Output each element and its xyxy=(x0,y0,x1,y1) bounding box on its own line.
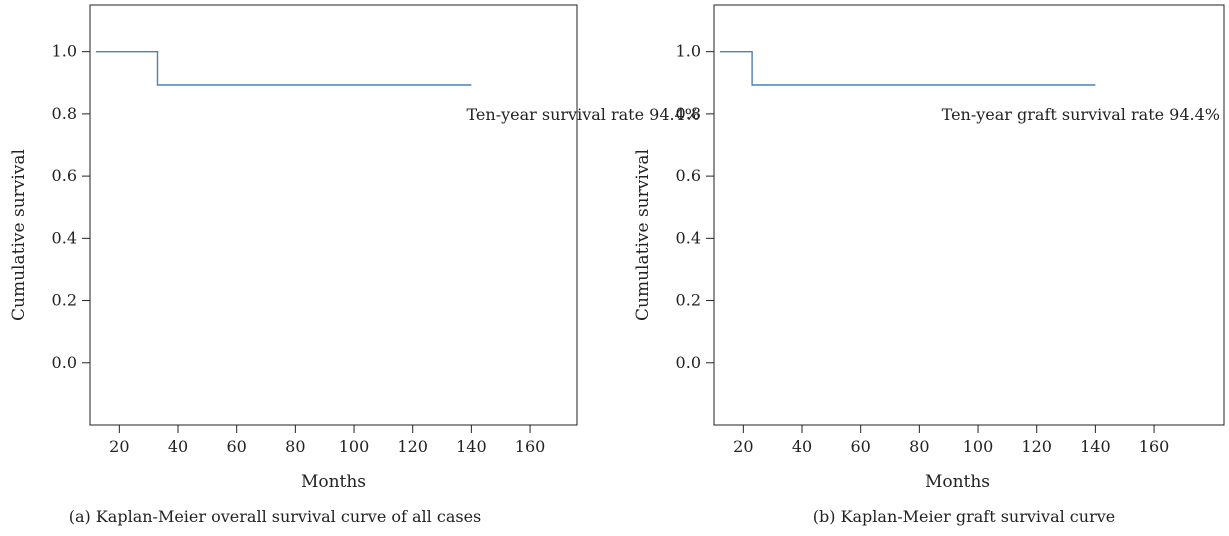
plot-frame xyxy=(713,4,1225,426)
y-tick-label: 0.4 xyxy=(52,228,77,247)
y-tick-label: 1.0 xyxy=(52,42,77,61)
survival-curve xyxy=(719,51,1096,86)
x-tick-label: 20 xyxy=(733,437,753,456)
x-axis-label: Months xyxy=(925,472,990,492)
y-tick-label: 0.4 xyxy=(676,228,701,247)
x-tick-label: 40 xyxy=(792,437,812,456)
x-tick-label: 100 xyxy=(963,437,994,456)
y-axis-label: Cumulative survival xyxy=(633,149,653,321)
x-tick-label: 140 xyxy=(456,437,487,456)
x-tick-label: 120 xyxy=(1021,437,1052,456)
y-tick-label: 0.6 xyxy=(52,166,77,185)
y-tick-label: 0.8 xyxy=(52,104,77,123)
x-axis-ticks: 20 40 60 80 100 120 140 160 xyxy=(733,425,1169,456)
panel-a: 20 40 60 80 100 120 140 160 0.00.20.40.60.81.0 … xyxy=(9,4,701,526)
panel-b: 20 40 60 80 100 120 140 160 0.00.20.40.60.81.0 … xyxy=(633,4,1225,526)
panel-caption: (a) Kaplan-Meier overall survival curve … xyxy=(69,507,482,526)
x-tick-label: 80 xyxy=(285,437,305,456)
x-tick-label: 60 xyxy=(851,437,871,456)
curve-annotation: Ten-year survival rate 94.4% xyxy=(467,105,701,124)
x-tick-label: 160 xyxy=(515,437,546,456)
survival-curve xyxy=(95,51,472,86)
x-tick-label: 160 xyxy=(1139,437,1170,456)
y-tick-label: 0.0 xyxy=(52,353,77,372)
x-tick-label: 60 xyxy=(227,437,247,456)
x-tick-label: 140 xyxy=(1080,437,1111,456)
y-tick-label: 0.2 xyxy=(676,291,701,310)
panel-caption: (b) Kaplan-Meier graft survival curve xyxy=(813,507,1115,526)
y-axis-label: Cumulative survival xyxy=(9,149,29,321)
x-axis-ticks: 20 40 60 80 100 120 140 160 xyxy=(109,425,545,456)
x-tick-label: 100 xyxy=(339,437,370,456)
y-axis-ticks: 0.0 0.2 0.4 0.6 0.8 1.0 xyxy=(52,42,90,372)
x-tick-label: 120 xyxy=(397,437,428,456)
x-tick-label: 40 xyxy=(168,437,188,456)
y-tick-label: 0.2 xyxy=(52,291,77,310)
y-tick-label: 0.6 xyxy=(676,166,701,185)
plot-frame xyxy=(89,4,578,426)
y-tick-label: 1.0 xyxy=(676,42,701,61)
x-tick-label: 20 xyxy=(109,437,129,456)
y-axis-ticks: 0.0 0.2 0.4 0.6 0.8 1.0 xyxy=(676,42,714,372)
x-tick-label: 80 xyxy=(909,437,929,456)
y-tick-label: 0.0 xyxy=(676,353,701,372)
curve-annotation: Ten-year graft survival rate 94.4% xyxy=(942,105,1220,124)
y-tick-label: 0.8 xyxy=(676,104,701,123)
x-axis-label: Months xyxy=(301,472,366,492)
